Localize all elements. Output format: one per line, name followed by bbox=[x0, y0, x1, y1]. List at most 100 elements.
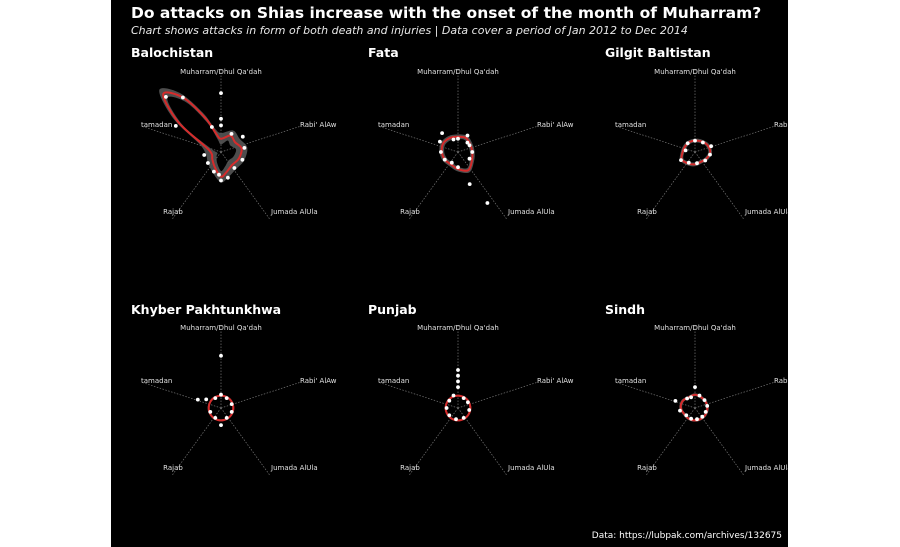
data-point bbox=[700, 414, 705, 419]
spoke-line bbox=[141, 125, 222, 153]
data-point bbox=[683, 148, 688, 153]
data-point bbox=[213, 416, 218, 420]
data-point bbox=[695, 161, 699, 166]
data-point bbox=[708, 152, 712, 157]
data-point bbox=[693, 138, 697, 143]
data-point bbox=[685, 141, 690, 146]
axis-label: Rajab bbox=[400, 208, 420, 216]
data-point bbox=[456, 379, 460, 384]
data-point bbox=[219, 123, 223, 128]
spoke-line bbox=[378, 125, 459, 153]
data-point bbox=[219, 178, 223, 183]
data-point bbox=[685, 396, 689, 401]
axis-label: Rabi' AlAw bbox=[300, 377, 337, 385]
data-point bbox=[465, 133, 470, 138]
facet-title-gilgit-baltistan: Gilgit Baltistan bbox=[605, 45, 711, 60]
spoke-line bbox=[645, 151, 696, 220]
data-point bbox=[702, 398, 707, 402]
data-point bbox=[181, 95, 185, 100]
data-point bbox=[705, 404, 710, 408]
data-point bbox=[224, 396, 229, 400]
spoke-line bbox=[694, 381, 775, 409]
data-point bbox=[454, 417, 458, 422]
data-point bbox=[240, 157, 245, 162]
axis-label: Rajab bbox=[163, 464, 183, 472]
polar-plots: Muharram/Dhul Qa'dah Rabi' AlAw Jumada AlU… bbox=[141, 68, 788, 476]
smooth-line bbox=[680, 139, 712, 166]
data-point bbox=[673, 399, 678, 403]
data-point bbox=[447, 398, 452, 403]
data-point bbox=[202, 153, 207, 157]
spoke-line bbox=[615, 125, 696, 153]
spoke-line bbox=[457, 125, 538, 153]
axis-label: Rabi' AlAw bbox=[537, 121, 574, 129]
data-point bbox=[466, 400, 470, 405]
spoke-line bbox=[457, 151, 508, 220]
facet-title-fata: Fata bbox=[368, 45, 399, 60]
data-point bbox=[229, 410, 234, 414]
axis-label: Jumada AlUla bbox=[270, 464, 318, 472]
axis-label: Muharram/Dhul Qa'dah bbox=[417, 68, 499, 76]
axis-label: Jumada AlUla bbox=[744, 464, 788, 472]
data-point bbox=[444, 406, 449, 410]
data-point bbox=[470, 150, 475, 154]
smooth-line bbox=[162, 91, 243, 178]
axis-label: tamadan bbox=[615, 377, 646, 385]
spoke-line bbox=[220, 407, 271, 476]
data-point bbox=[456, 385, 460, 389]
facet-plot-sindh: Muharram/Dhul Qa'dah Rabi' AlAw Jumada AlU… bbox=[615, 324, 788, 476]
data-point bbox=[210, 125, 214, 129]
data-point bbox=[173, 124, 178, 128]
data-point bbox=[232, 166, 237, 170]
data-point bbox=[229, 132, 234, 136]
data-point bbox=[451, 393, 456, 398]
data-point bbox=[689, 416, 693, 421]
spoke-line bbox=[694, 151, 745, 220]
facet-plot-gilgit-baltistan: Muharram/Dhul Qa'dah Rabi' AlAw Jumada AlU… bbox=[615, 68, 788, 220]
data-point bbox=[195, 397, 200, 402]
axis-label: Muharram/Dhul Qa'dah bbox=[654, 324, 736, 332]
axis-label: Jumada AlUla bbox=[744, 208, 788, 216]
data-point bbox=[709, 144, 713, 149]
data-point bbox=[212, 169, 216, 174]
data-point bbox=[695, 417, 699, 422]
data-point bbox=[449, 160, 454, 165]
data-point bbox=[439, 150, 443, 154]
chart-title: Do attacks on Shias increase with the on… bbox=[131, 4, 762, 22]
data-point bbox=[703, 410, 708, 414]
axis-label: Jumada AlUla bbox=[507, 208, 555, 216]
spoke-line bbox=[408, 407, 459, 476]
facet-title-punjab: Punjab bbox=[368, 302, 417, 317]
facet-title-balochistan: Balochistan bbox=[131, 45, 214, 60]
axis-label: Rajab bbox=[637, 208, 657, 216]
axis-label: Muharram/Dhul Qa'dah bbox=[180, 324, 262, 332]
data-point bbox=[206, 161, 210, 165]
spoke-line bbox=[378, 381, 459, 409]
data-point bbox=[693, 385, 697, 389]
chart-subtitle: Chart shows attacks in form of both deat… bbox=[131, 24, 688, 37]
spoke-line bbox=[408, 151, 459, 220]
data-point bbox=[226, 175, 230, 180]
facet-plot-balochistan: Muharram/Dhul Qa'dah Rabi' AlAw Jumada AlU… bbox=[141, 68, 337, 220]
data-point bbox=[485, 201, 490, 205]
data-point bbox=[697, 393, 702, 398]
spoke-line bbox=[141, 381, 222, 409]
spoke-line bbox=[694, 125, 775, 153]
spoke-line bbox=[694, 407, 745, 476]
data-point bbox=[224, 416, 229, 420]
chart-panel: Do attacks on Shias increase with the on… bbox=[111, 0, 788, 547]
axis-label: tamadan bbox=[141, 377, 172, 385]
axis-label: Jumada AlUla bbox=[270, 208, 318, 216]
smooth-line bbox=[207, 394, 235, 422]
data-point bbox=[456, 165, 460, 170]
data-point bbox=[219, 353, 223, 358]
axis-label: Muharram/Dhul Qa'dah bbox=[654, 68, 736, 76]
spoke-line bbox=[645, 407, 696, 476]
data-point bbox=[679, 158, 683, 163]
data-point bbox=[219, 91, 223, 95]
data-point bbox=[461, 396, 466, 400]
spoke-line bbox=[220, 151, 271, 220]
data-point bbox=[204, 397, 209, 402]
smooth-line bbox=[679, 393, 709, 422]
data-point bbox=[242, 146, 247, 150]
